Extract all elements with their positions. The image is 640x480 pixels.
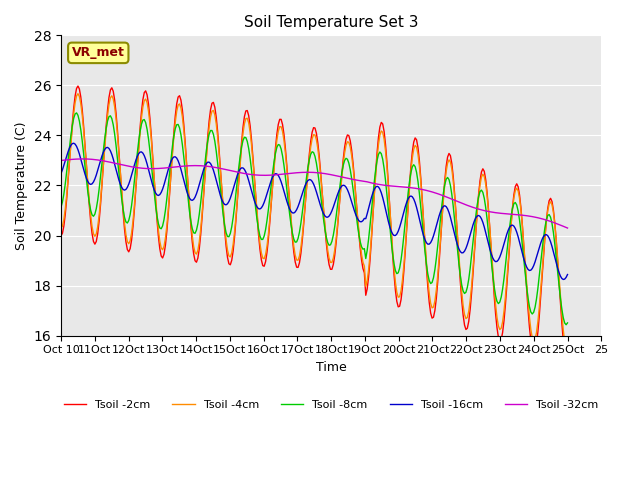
Tsoil -8cm [280,162,288,168]
Tsoil -8cm [209,132,217,137]
Tsoil -4cm [537,288,545,293]
Tsoil -16cm [209,167,217,173]
Tsoil -32cm [564,225,572,231]
Tsoil -16cm [121,187,129,193]
Tsoil -2cm [74,83,82,89]
Tsoil -16cm [70,140,77,146]
Tsoil -32cm [121,163,129,168]
Tsoil -8cm [73,110,81,116]
Line: Tsoil -16cm: Tsoil -16cm [61,143,568,279]
Tsoil -16cm [57,171,65,177]
Tsoil -4cm [227,254,234,260]
Tsoil -32cm [57,157,65,163]
Tsoil -2cm [564,363,572,369]
Tsoil -2cm [121,226,129,232]
Line: Tsoil -2cm: Tsoil -2cm [61,86,568,366]
Tsoil -32cm [78,156,86,162]
Tsoil -4cm [74,91,82,96]
X-axis label: Time: Time [316,361,346,374]
Tsoil -2cm [227,262,234,268]
Legend: Tsoil -2cm, Tsoil -4cm, Tsoil -8cm, Tsoil -16cm, Tsoil -32cm: Tsoil -2cm, Tsoil -4cm, Tsoil -8cm, Tsoi… [60,395,603,414]
Tsoil -16cm [564,272,572,277]
Tsoil -4cm [235,178,243,183]
Tsoil -2cm [57,233,65,239]
Tsoil -8cm [537,260,545,266]
Tsoil -16cm [537,240,545,246]
Tsoil -4cm [209,108,217,113]
Tsoil -2cm [235,177,243,182]
Tsoil -16cm [227,195,234,201]
Tsoil -2cm [280,132,288,137]
Tsoil -4cm [280,137,288,143]
Text: VR_met: VR_met [72,47,125,60]
Title: Soil Temperature Set 3: Soil Temperature Set 3 [244,15,419,30]
Tsoil -32cm [227,168,234,173]
Tsoil -8cm [235,164,243,170]
Tsoil -32cm [209,164,217,170]
Tsoil -4cm [121,220,129,226]
Tsoil -32cm [280,171,288,177]
Tsoil -16cm [559,276,567,282]
Line: Tsoil -8cm: Tsoil -8cm [61,113,568,325]
Line: Tsoil -4cm: Tsoil -4cm [61,94,568,353]
Tsoil -32cm [537,216,545,221]
Tsoil -16cm [280,188,288,194]
Tsoil -8cm [57,204,65,210]
Tsoil -8cm [563,322,570,328]
Tsoil -4cm [57,225,65,231]
Tsoil -8cm [121,215,129,220]
Tsoil -8cm [564,320,572,326]
Tsoil -4cm [564,350,572,356]
Tsoil -32cm [235,169,243,175]
Y-axis label: Soil Temperature (C): Soil Temperature (C) [15,121,28,250]
Tsoil -2cm [537,294,545,300]
Tsoil -2cm [209,99,217,105]
Tsoil -16cm [235,168,243,174]
Tsoil -8cm [227,230,234,236]
Line: Tsoil -32cm: Tsoil -32cm [61,159,568,228]
